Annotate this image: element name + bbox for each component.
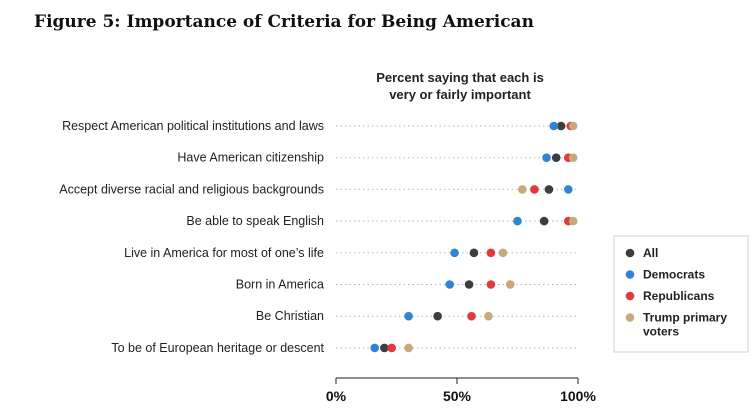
legend-marker [625, 248, 635, 258]
data-point [568, 153, 578, 162]
data-point [498, 248, 508, 258]
x-tick-label: 50% [443, 388, 472, 404]
legend-label: Trump primary voters [643, 311, 727, 339]
category-label: Have American citizenship [177, 151, 324, 165]
data-point [380, 343, 389, 353]
data-point [469, 248, 479, 258]
chart-subtitle: Percent saying that each is very or fairl… [376, 70, 544, 102]
data-point [542, 153, 551, 162]
legend-marker [625, 270, 635, 279]
chart-rows: Respect American political institutions … [59, 119, 578, 355]
x-tick-label: 0% [326, 388, 347, 404]
data-point [556, 121, 566, 131]
data-point [518, 185, 527, 194]
data-point [551, 153, 561, 162]
chart-subtitle-line: Percent saying that each is [376, 70, 544, 85]
data-point [484, 311, 493, 321]
data-point [404, 343, 413, 353]
category-label: Be Christian [256, 309, 324, 323]
legend-marker [625, 313, 635, 322]
legend-box [613, 235, 749, 353]
category-label: To be of European heritage or descent [111, 341, 324, 355]
data-point [539, 216, 549, 226]
data-point [433, 311, 442, 321]
data-point [505, 280, 515, 289]
legend-label: All [643, 246, 658, 260]
data-point [486, 248, 496, 258]
x-axis: 0% 50% 100% [326, 377, 596, 404]
data-point [568, 121, 578, 131]
chart-subtitle-line: very or fairly important [389, 87, 531, 102]
data-point [450, 248, 459, 258]
data-point [486, 280, 496, 289]
category-label: Live in America for most of one’s life [124, 246, 324, 260]
data-point [387, 343, 396, 353]
data-point [370, 343, 380, 353]
category-label: Respect American political institutions … [62, 119, 324, 133]
data-point [404, 311, 413, 321]
data-point [568, 216, 578, 226]
category-label: Born in America [236, 278, 324, 292]
legend-marker [625, 291, 635, 301]
legend-label: Republicans [643, 289, 715, 303]
category-label: Accept diverse racial and religious back… [59, 182, 324, 196]
data-point [530, 185, 539, 194]
data-point [445, 280, 455, 289]
data-point [549, 121, 559, 131]
data-point [513, 216, 522, 226]
legend: All Democrats Republicans Trump primary vote… [613, 235, 749, 353]
category-label: Be able to speak English [186, 214, 324, 228]
data-point [464, 280, 474, 289]
x-tick-label: 100% [560, 388, 596, 404]
data-point [564, 185, 573, 194]
data-point [467, 311, 476, 321]
legend-label: Democrats [643, 268, 705, 282]
data-point [544, 185, 554, 194]
figure-title: Figure 5: Importance of Criteria for Bei… [34, 12, 534, 32]
